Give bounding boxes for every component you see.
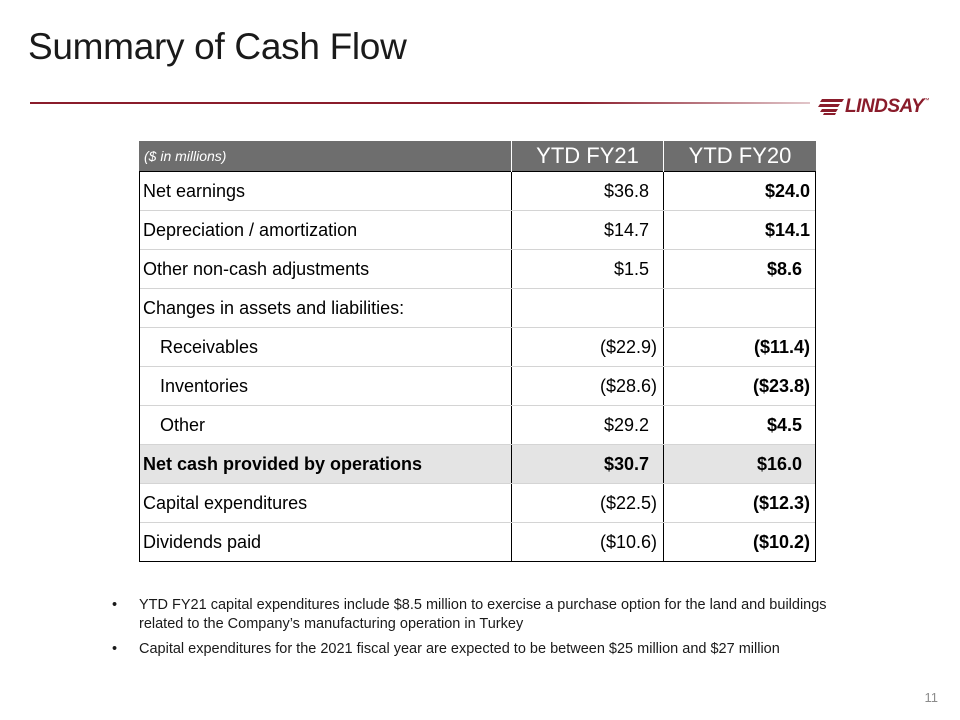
table-row: Net earnings $36.8 $24.0 [139,171,816,211]
bullet-item: • YTD FY21 capital expenditures include … [112,596,852,634]
value-fy20: $14.1 [663,210,816,250]
row-label: Dividends paid [143,531,262,552]
value-fy21: ($28.6) [511,366,664,406]
value-fy21: ($22.9) [511,327,664,367]
value-fy20: ($11.4) [663,327,816,367]
value-fy21: $14.7 [511,210,664,250]
table-row: Other non-cash adjustments $1.5 $8.6 [139,249,816,289]
bullet-marker: • [112,597,118,613]
value-fy20: ($12.3) [663,483,816,523]
value-fy20: $8.6 [663,249,816,289]
bullet-text: YTD FY21 capital expenditures include $8… [139,597,827,632]
row-label: Net cash provided by operations [139,444,512,484]
table-row: Capital expenditures ($22.5) ($12.3) [139,483,816,523]
row-label: Depreciation / amortization [139,210,512,250]
value-fy20: ($23.8) [663,366,816,406]
cash-flow-table: ($ in millions) YTD FY21 YTD FY20 Net ea… [139,141,816,561]
table-header-row: ($ in millions) YTD FY21 YTD FY20 [139,141,816,172]
row-label: Changes in assets and liabilities: [139,288,512,328]
column-header-ytd-fy21: YTD FY21 [511,141,664,172]
bullet-text: Capital expenditures for the 2021 fiscal… [139,641,780,657]
row-label: Capital expenditures [139,483,512,523]
bullet-list: • YTD FY21 capital expenditures include … [112,596,852,665]
unit-label: ($ in millions) [139,141,512,172]
value-fy20: $24.0 [663,171,816,211]
value-fy21 [511,288,664,328]
row-label: Net earnings [139,171,512,211]
value-fy21: ($22.5) [511,483,664,523]
table-row: Other $29.2 $4.5 [139,405,816,445]
table-row: Inventories ($28.6) ($23.8) [139,366,816,406]
value-fy20: $16.0 [663,444,816,484]
lindsay-mark-icon [818,99,844,115]
value-fy21: $1.5 [511,249,664,289]
page-number: 11 [924,690,939,705]
table-row: Depreciation / amortization $14.7 $14.1 [139,210,816,250]
column-header-ytd-fy20: YTD FY20 [663,141,816,172]
company-logo: LINDSAY ™ [818,96,940,118]
table-row: Changes in assets and liabilities: [139,288,816,328]
value-fy21: ($10.6) [511,522,664,561]
value-fy21: $29.2 [511,405,664,445]
value-fy21: $36.8 [511,171,664,211]
bullet-marker: • [112,641,118,657]
row-label: Other non-cash adjustments [139,249,512,289]
table-row-highlighted: Net cash provided by operations $30.7 $1… [139,444,816,484]
row-label: Receivables [139,327,512,367]
logo-wordmark: LINDSAY [845,96,924,117]
row-label: Inventories [139,366,512,406]
slide-title: Summary of Cash Flow [28,26,407,67]
logo-trademark: ™ [923,98,930,104]
row-label: Other [139,405,512,445]
value-fy20: $4.5 [663,405,816,445]
title-divider [30,102,810,104]
table-row: Receivables ($22.9) ($11.4) [139,327,816,367]
bullet-item: • Capital expenditures for the 2021 fisc… [112,640,852,659]
value-fy20: ($10.2) [663,522,816,561]
table-row: Dividends paid ($10.6) ($10.2) [139,522,816,561]
value-fy20 [663,288,816,328]
value-fy21: $30.7 [511,444,664,484]
